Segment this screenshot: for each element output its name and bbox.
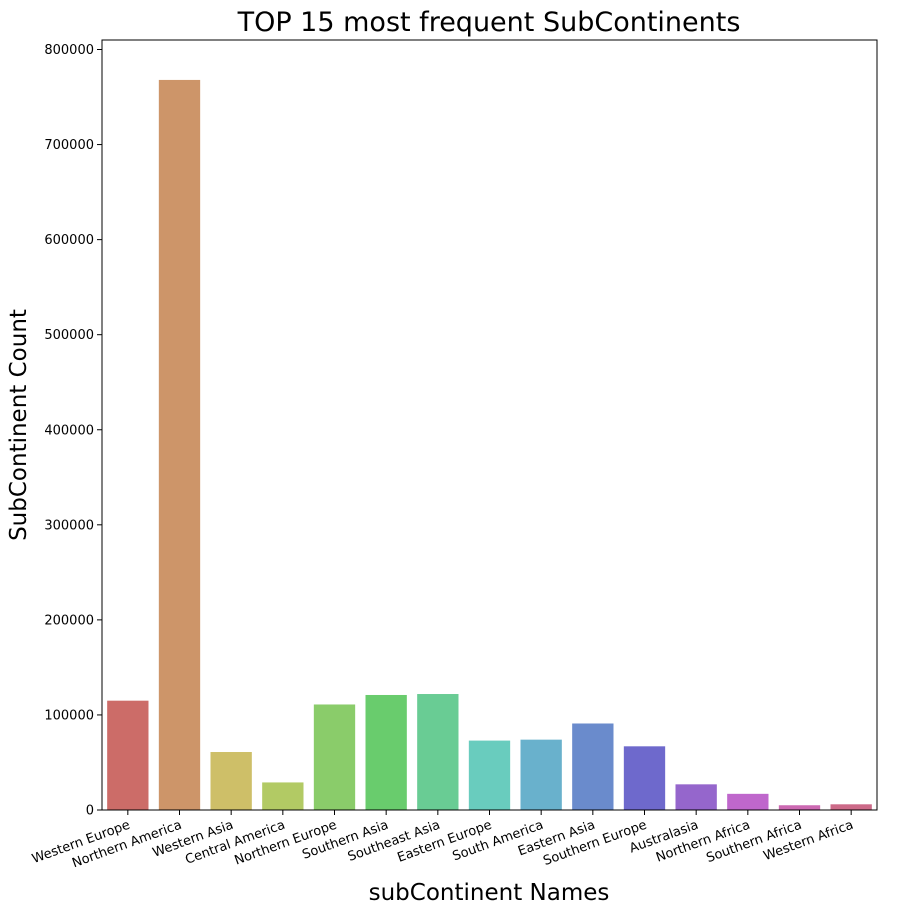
x-axis-title: subContinent Names <box>369 880 610 906</box>
bar-northern-america <box>158 79 201 811</box>
chart-title: TOP 15 most frequent SubContinents <box>237 7 741 38</box>
y-tick-label: 0 <box>86 804 94 819</box>
y-tick-label: 100000 <box>44 708 94 723</box>
bar-southern-europe <box>623 746 666 810</box>
bar-central-america <box>262 782 304 810</box>
y-axis-title: SubContinent Count <box>6 309 32 541</box>
bar-western-europe <box>107 700 149 810</box>
y-tick-label: 600000 <box>44 233 94 248</box>
y-tick-label: 800000 <box>44 43 94 58</box>
bar-southern-asia <box>365 694 407 810</box>
plot-frame <box>101 39 878 811</box>
y-tick-label: 300000 <box>44 518 94 533</box>
y-tick-label: 700000 <box>44 138 94 153</box>
y-axis: 0 100000 200000 300000 400000 500000 600000 700… <box>44 43 102 819</box>
bars-group <box>107 79 872 811</box>
bar-northern-europe <box>313 704 356 810</box>
bar-southeast-asia <box>417 694 459 810</box>
bar-eastern-europe <box>468 740 511 810</box>
bar-northern-africa <box>727 793 769 810</box>
bar-south-america <box>520 739 562 810</box>
bar-western-asia <box>210 752 252 810</box>
bar-western-africa <box>830 804 872 810</box>
bar-southern-africa <box>778 805 821 810</box>
y-tick-label: 200000 <box>44 613 94 628</box>
bar-australasia <box>675 784 717 810</box>
bar-eastern-asia <box>572 723 614 810</box>
y-tick-label: 400000 <box>44 423 94 438</box>
y-tick-label: 500000 <box>44 328 94 343</box>
